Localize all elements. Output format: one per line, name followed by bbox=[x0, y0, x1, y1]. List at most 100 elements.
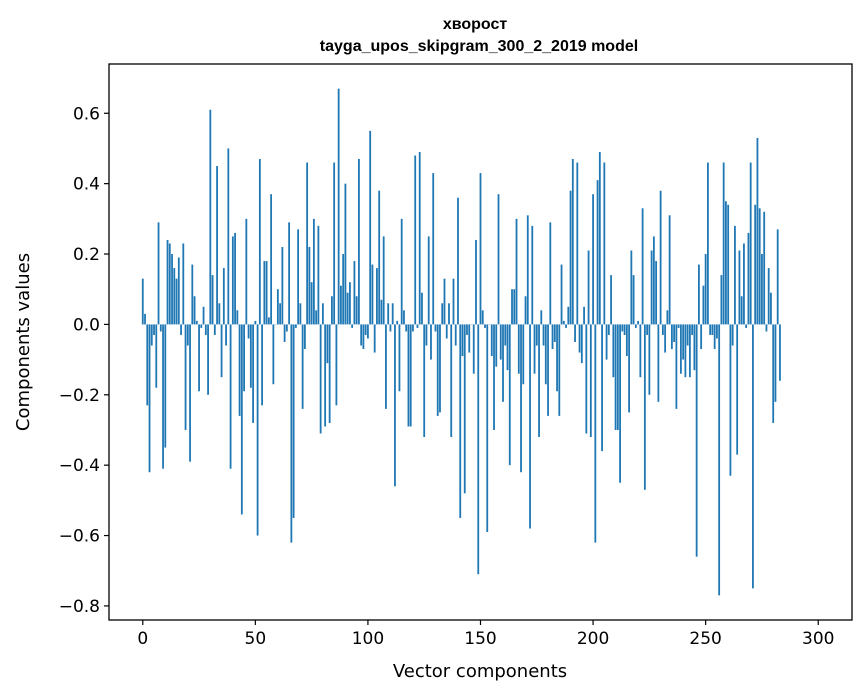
bar bbox=[209, 109, 212, 325]
bar bbox=[756, 137, 759, 325]
bar bbox=[612, 324, 615, 378]
bar bbox=[312, 218, 315, 325]
bar bbox=[198, 324, 200, 392]
bar bbox=[691, 324, 694, 335]
x-tick-label: 0 bbox=[137, 629, 148, 649]
bar bbox=[416, 324, 419, 328]
bar bbox=[770, 292, 772, 325]
bar bbox=[754, 204, 757, 325]
bar bbox=[718, 324, 721, 596]
bar bbox=[267, 317, 270, 325]
bar bbox=[475, 239, 477, 325]
bar bbox=[540, 310, 543, 325]
bar bbox=[679, 324, 682, 374]
bar bbox=[641, 208, 644, 325]
bar bbox=[360, 324, 363, 346]
bar bbox=[558, 324, 561, 416]
bar bbox=[191, 264, 194, 325]
bar bbox=[333, 162, 336, 325]
bar bbox=[173, 268, 176, 325]
bar bbox=[709, 324, 712, 335]
bar bbox=[171, 254, 173, 325]
bar bbox=[511, 289, 513, 325]
bar bbox=[376, 268, 378, 325]
bar bbox=[736, 324, 739, 455]
bar bbox=[508, 324, 511, 466]
bar bbox=[693, 324, 696, 371]
bar bbox=[553, 324, 556, 342]
bar bbox=[707, 162, 709, 325]
bar bbox=[290, 324, 293, 543]
bar bbox=[378, 190, 381, 325]
bar bbox=[389, 324, 392, 332]
bar bbox=[189, 324, 191, 462]
bar bbox=[281, 246, 284, 325]
bar bbox=[288, 222, 291, 325]
bar bbox=[396, 320, 399, 325]
bar bbox=[234, 232, 236, 325]
bar bbox=[184, 324, 187, 430]
bar bbox=[779, 324, 781, 381]
bar bbox=[301, 324, 304, 409]
bar bbox=[551, 324, 554, 350]
bar bbox=[659, 190, 662, 325]
bar bbox=[252, 324, 254, 423]
bar bbox=[213, 324, 216, 335]
bar bbox=[542, 324, 545, 346]
bar bbox=[216, 166, 218, 325]
bar bbox=[407, 324, 410, 427]
bar bbox=[294, 324, 297, 328]
bar bbox=[752, 324, 754, 589]
bar bbox=[153, 324, 155, 335]
bar bbox=[285, 324, 288, 332]
bar bbox=[261, 324, 263, 406]
bar bbox=[344, 183, 347, 325]
bar bbox=[328, 324, 331, 423]
bar bbox=[412, 324, 414, 332]
bar bbox=[675, 324, 678, 409]
bar bbox=[607, 324, 610, 335]
bar bbox=[427, 236, 430, 325]
bar bbox=[761, 254, 763, 325]
y-tick-label: 0.2 bbox=[73, 245, 100, 265]
bar bbox=[425, 324, 428, 346]
bar bbox=[562, 320, 565, 325]
bar bbox=[434, 324, 437, 332]
bar bbox=[646, 324, 649, 335]
bar bbox=[745, 324, 748, 328]
bar bbox=[367, 324, 369, 339]
bar bbox=[670, 324, 673, 350]
bar bbox=[283, 324, 286, 342]
bar bbox=[565, 324, 567, 328]
chart-title: хворост bbox=[443, 16, 508, 33]
bar bbox=[666, 310, 669, 325]
bar bbox=[702, 285, 705, 325]
bar bbox=[146, 324, 149, 406]
bar bbox=[414, 155, 417, 325]
bar bbox=[405, 324, 408, 332]
bar bbox=[634, 324, 637, 328]
bar bbox=[373, 324, 376, 353]
bar bbox=[218, 303, 221, 325]
y-axis-label: Components values bbox=[13, 253, 34, 431]
bar bbox=[321, 303, 324, 325]
bar bbox=[484, 324, 486, 328]
bar bbox=[535, 324, 538, 346]
bar bbox=[574, 324, 576, 342]
bar bbox=[583, 306, 585, 325]
bar bbox=[625, 324, 628, 357]
bar bbox=[279, 303, 282, 325]
bar bbox=[157, 222, 160, 325]
bar bbox=[193, 296, 196, 325]
bar bbox=[522, 324, 525, 385]
x-tick-label: 200 bbox=[577, 629, 609, 649]
bar bbox=[310, 282, 313, 325]
bar bbox=[619, 324, 621, 483]
bar bbox=[162, 324, 164, 469]
bar bbox=[587, 250, 590, 325]
bar bbox=[349, 282, 351, 325]
bar bbox=[567, 306, 570, 325]
bar bbox=[499, 324, 502, 360]
bar bbox=[254, 320, 257, 325]
bar bbox=[533, 324, 536, 374]
